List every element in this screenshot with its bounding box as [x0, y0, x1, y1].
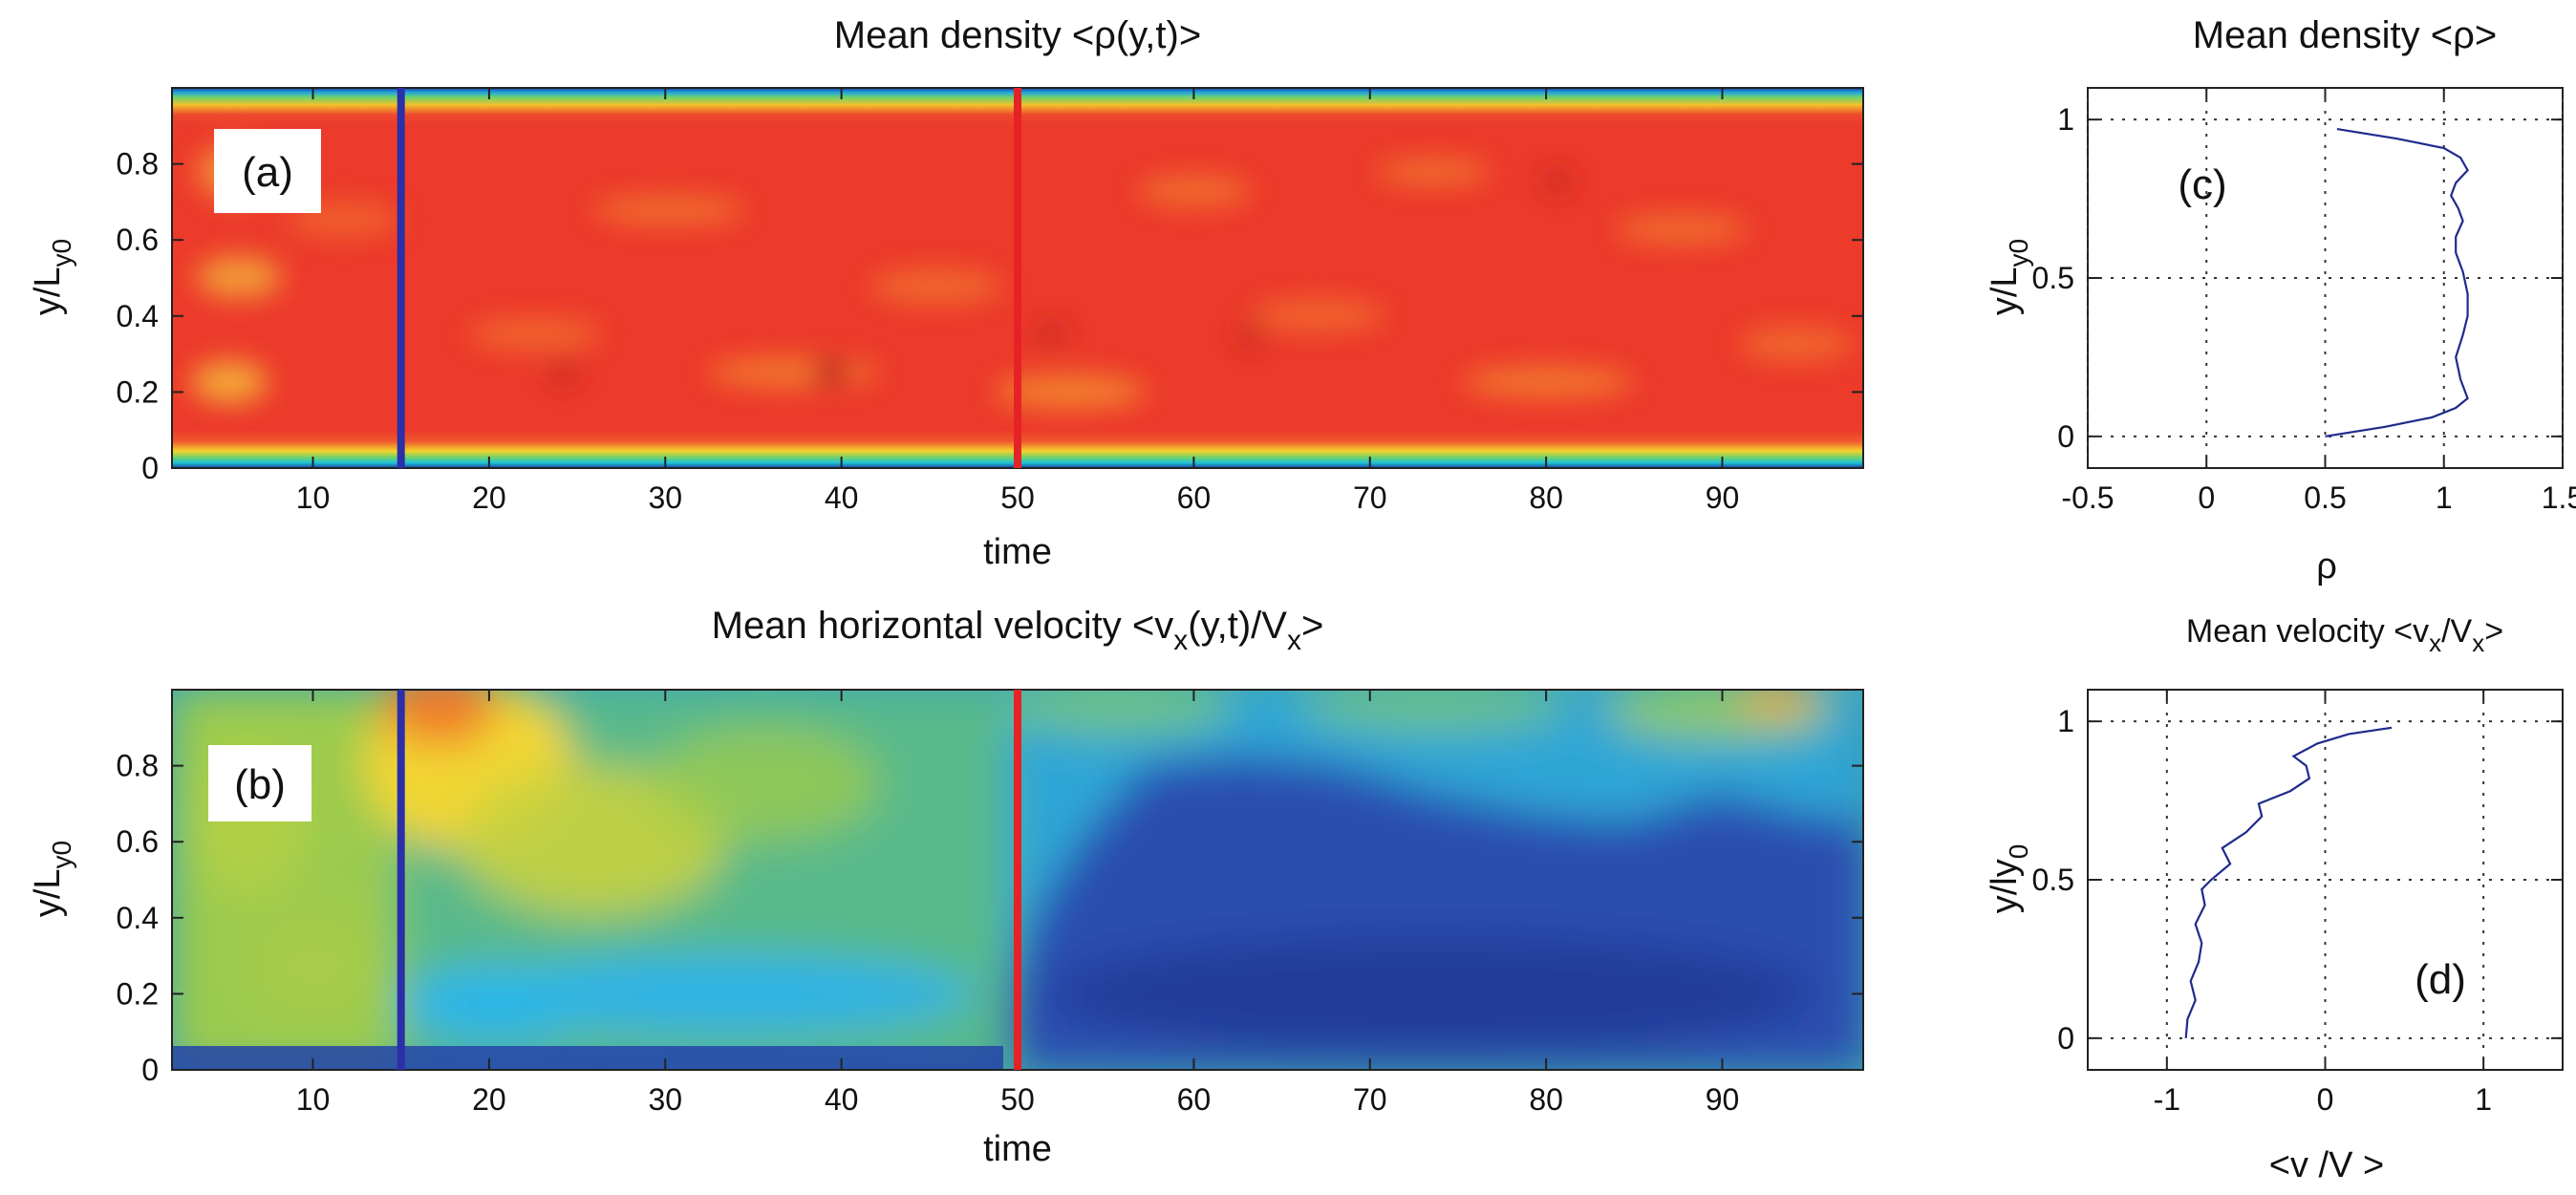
x-tick-label: 70: [1353, 480, 1387, 515]
series-line-density-profile: [2325, 128, 2469, 437]
x-axis-b: 10 20 30 40 50 60 70 80 90: [296, 690, 1740, 1117]
x-tick-label: 70: [1353, 1082, 1387, 1117]
x-tick-label: 10: [296, 480, 331, 515]
x-tick-label: 90: [1706, 480, 1740, 515]
x-tick-label: 80: [1529, 1082, 1563, 1117]
x-tick-label: 90: [1706, 1082, 1740, 1117]
x-tick-label: 20: [472, 1082, 506, 1117]
x-tick-label: 30: [648, 480, 682, 515]
density-heatmap-panel: Mean density <ρ(y,t)>: [28, 14, 1864, 572]
density-profile-panel: Mean density <ρ> -0.5 0 0.5 1 1.5 00.51 (c) …: [1985, 14, 2576, 587]
y-axis-label-a: y/Ly0: [28, 239, 76, 315]
panel-label-c: (c): [2178, 161, 2226, 208]
chart-title-c: Mean density <ρ>: [2193, 14, 2498, 56]
y-tick-label: 0.2: [117, 374, 159, 409]
x-tick-label: -1: [2154, 1082, 2180, 1117]
panel-label-d: (d): [2415, 956, 2466, 1003]
y-axis-a: 0 0.2 0.4 0.6 0.8: [117, 147, 1863, 485]
y-axis-b: 0 0.2 0.4 0.6 0.8: [117, 749, 1863, 1087]
y-tick-label: 1: [2057, 102, 2074, 137]
y-axis-label-a-main: y/L: [28, 267, 68, 315]
chart-title-b-end: >: [1301, 605, 1323, 647]
chart-title-d-part1: Mean velocity <v: [2186, 613, 2429, 650]
panel-label-a: (a): [242, 149, 293, 196]
x-axis-d: -1 0 1: [2154, 690, 2492, 1117]
chart-title-a: Mean density <ρ(y,t)>: [834, 14, 1201, 56]
x-axis-a: 10 20 30 40 50 60 70 80 90: [296, 88, 1740, 515]
y-tick-label: 0.2: [117, 976, 159, 1011]
x-axis-label-b: time: [983, 1129, 1052, 1169]
chart-title-d-end: >: [2484, 613, 2503, 650]
y-tick-label: 0.6: [117, 223, 159, 257]
x-tick-label: 1: [2436, 480, 2453, 515]
x-tick-label: 40: [825, 480, 859, 515]
y-tick-label: 1: [2057, 704, 2074, 738]
x-axis-label-d: <v /V >: [2269, 1145, 2384, 1185]
x-tick-label: 60: [1177, 1082, 1212, 1117]
x-axis-label-a: time: [983, 532, 1052, 572]
axes-frame-d: [2087, 689, 2564, 1071]
chart-title-b-mid: (y,t)/V: [1188, 605, 1287, 647]
chart-title-d: Mean velocity <vx/Vx>: [2186, 613, 2503, 657]
x-tick-label: 50: [1000, 1082, 1035, 1117]
chart-title-d-sub2: x: [2472, 629, 2484, 657]
y-axis-label-a-sub: y0: [47, 239, 76, 267]
velocity-profile-panel: Mean velocity <vx/Vx> -1 0 1 00.51 (d) <v …: [1985, 613, 2564, 1185]
x-tick-label: -0.5: [2061, 480, 2114, 515]
y-axis-label-b: y/Ly0: [28, 841, 76, 917]
y-tick-label: 0: [2057, 419, 2074, 454]
y-axis-label-c-sub: y0: [2004, 239, 2033, 267]
x-tick-label: 1.5: [2542, 480, 2576, 515]
y-tick-label: 0.4: [117, 901, 159, 935]
y-axis-label-d-main: y/ly: [1985, 859, 2025, 913]
x-tick-label: 0: [2317, 1082, 2334, 1117]
chart-title-d-mid: /V: [2441, 613, 2472, 650]
y-tick-label: 0.4: [117, 299, 159, 333]
chart-title-b-sub2: x: [1287, 625, 1301, 656]
velocity-heatmap-panel: Mean horizontal velocity <vx(y,t)/Vx>: [28, 605, 1864, 1169]
y-axis-label-b-sub: y0: [47, 841, 76, 869]
y-tick-label: 0: [2057, 1021, 2074, 1056]
chart-title-b-part1: Mean horizontal velocity <v: [712, 605, 1174, 647]
y-axis-label-d-sub: 0: [2004, 844, 2033, 860]
y-axis-label-d: y/ly0: [1985, 844, 2033, 914]
y-axis-label-b-main: y/L: [28, 868, 68, 917]
x-tick-label: 50: [1000, 480, 1035, 515]
series-line-velocity-profile: [2184, 726, 2393, 1038]
x-tick-label: 20: [472, 480, 506, 515]
y-tick-label: 0.6: [117, 824, 159, 859]
x-tick-label: 0.5: [2304, 480, 2346, 515]
y-tick-label: 0.8: [117, 749, 159, 783]
chart-title-b: Mean horizontal velocity <vx(y,t)/Vx>: [712, 605, 1324, 656]
panel-label-bg-b: [208, 745, 311, 822]
time-markers-a: [397, 88, 1021, 468]
panel-label-bg-a: [214, 129, 321, 213]
time-markers-b: [397, 690, 1021, 1070]
x-tick-label: 40: [825, 1082, 859, 1117]
x-tick-label: 80: [1529, 480, 1563, 515]
x-tick-label: 1: [2475, 1082, 2492, 1117]
x-axis-label-c: ρ: [2316, 546, 2337, 587]
panel-label-b: (b): [234, 761, 286, 808]
y-axis-d: 00.51: [2032, 704, 2563, 1056]
x-tick-label: 60: [1177, 480, 1212, 515]
x-tick-label: 30: [648, 1082, 682, 1117]
y-tick-label: 0.5: [2032, 863, 2074, 897]
chart-title-b-sub1: x: [1173, 625, 1188, 656]
y-tick-label: 0: [141, 451, 159, 485]
y-axis-c: 00.51: [2032, 102, 2563, 454]
axes-frame-c: [2087, 87, 2564, 469]
x-axis-c: -0.5 0 0.5 1 1.5: [2061, 88, 2576, 515]
x-tick-label: 0: [2198, 480, 2215, 515]
y-tick-label: 0.5: [2032, 261, 2074, 295]
x-tick-label: 10: [296, 1082, 331, 1117]
y-tick-label: 0.8: [117, 147, 159, 181]
y-tick-label: 0: [141, 1053, 159, 1087]
y-axis-label-c: y/Ly0: [1985, 239, 2033, 315]
chart-title-d-sub1: x: [2429, 629, 2441, 657]
y-axis-label-c-main: y/L: [1985, 267, 2025, 315]
